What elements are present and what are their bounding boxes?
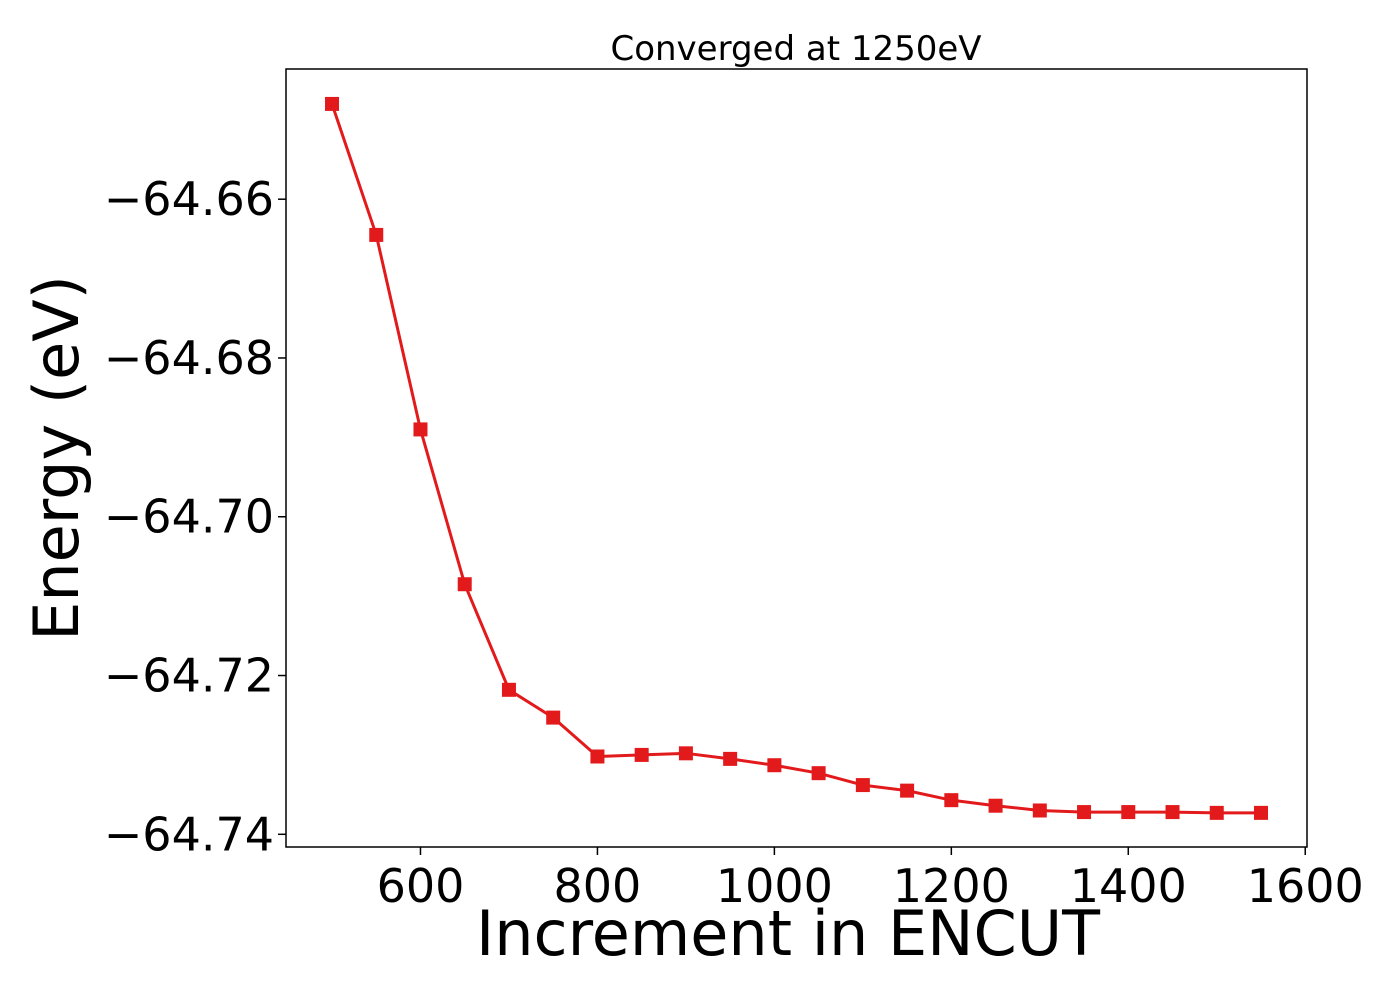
data-point-marker [988,798,1003,813]
data-point-marker [369,227,384,242]
data-point-marker [325,96,340,111]
data-point-marker [1165,805,1180,820]
data-point-marker [590,749,605,764]
data-point-marker [1032,803,1047,818]
data-point-marker [811,766,826,781]
x-tick-label: 1400 [1070,859,1187,913]
series-line [330,103,1261,815]
x-tick-label: 1200 [893,859,1010,913]
data-point-marker [634,747,649,762]
y-tick-label: −64.66 [104,172,274,226]
data-point-marker [855,778,870,793]
y-tick-label: −64.72 [104,649,274,703]
data-point-marker [678,746,693,761]
data-point-marker [1077,805,1092,820]
y-axis-label: Energy (eV) [20,275,93,641]
chart-title: Converged at 1250eV [610,29,981,69]
x-tick-label: 600 [377,859,465,913]
data-point-marker [767,758,782,773]
data-point-marker [546,710,561,725]
y-axis-ticks: −64.66 −64.68 −64.70 −64.72 −64.74 [104,172,286,861]
data-point-marker [723,751,738,766]
data-point-marker [413,422,428,437]
data-point-marker [457,577,472,592]
y-tick-label: −64.68 [104,331,274,385]
data-point-marker [501,682,516,697]
x-axis-ticks: 600 800 1000 1200 1400 1600 [377,847,1364,913]
y-tick-label: −64.70 [104,490,274,544]
data-point-marker [1121,805,1136,820]
data-point-marker [944,793,959,808]
y-tick-label: −64.74 [104,807,274,861]
data-point-marker [900,783,915,798]
x-tick-label: 1600 [1247,859,1364,913]
x-tick-label: 800 [554,859,642,913]
data-point-marker [1209,805,1224,820]
series-layer [325,96,1268,820]
plot-frame [285,68,1308,848]
data-point-marker [1253,805,1268,820]
x-tick-label: 1000 [716,859,833,913]
x-axis-label: Increment in ENCUT [476,897,1101,970]
